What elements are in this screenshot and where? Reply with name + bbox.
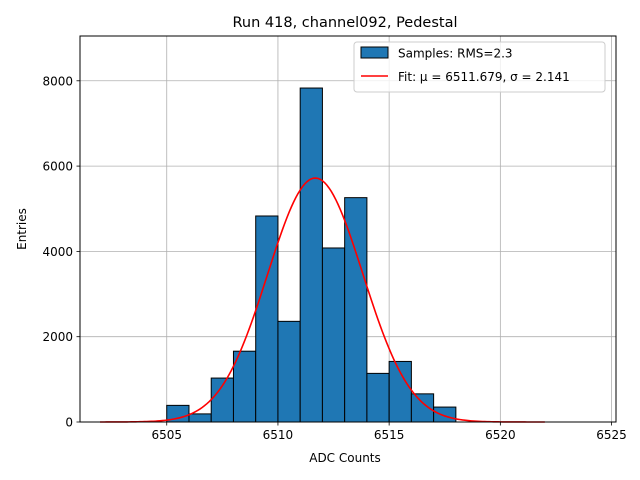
x-tick-label: 6505: [151, 428, 182, 442]
fit-curve: [100, 177, 545, 423]
histogram-bar: [188, 413, 212, 423]
histogram-bar: [232, 350, 257, 423]
histogram-bar: [366, 372, 390, 423]
plot-frame: [79, 35, 617, 423]
fit-curve-layer: [100, 177, 545, 423]
chart-title: Run 418, channel092, Pedestal: [232, 15, 457, 31]
x-axis-label: ADC Counts: [309, 451, 381, 465]
histogram-bars: [166, 87, 457, 423]
histogram-bar: [255, 215, 279, 423]
histogram-bar: [388, 360, 412, 423]
histogram-bar: [299, 87, 323, 423]
legend-samples-swatch: [360, 46, 389, 59]
histogram-bar: [321, 247, 346, 423]
y-tick-label: 4000: [42, 245, 73, 259]
y-tick-label: 6000: [42, 160, 73, 174]
legend-samples-label: Samples: RMS=2.3: [398, 47, 513, 61]
legend: Samples: RMS=2.3 Fit: μ = 6511.679, σ = …: [353, 41, 606, 93]
y-axis-label: Entries: [15, 208, 29, 250]
y-tick-label: 0: [65, 416, 73, 430]
y-tick-label: 8000: [42, 74, 73, 88]
histogram-bar: [277, 320, 301, 423]
x-tick-label: 6515: [374, 428, 405, 442]
x-tick-label: 6525: [596, 428, 627, 442]
legend-box: [353, 41, 606, 93]
histogram-bar: [433, 406, 457, 423]
legend-fit-label: Fit: μ = 6511.679, σ = 2.141: [398, 70, 570, 84]
axis-ticks: 6505 6510 6515 6520 6525 0 2000 4000 6000 8000: [42, 74, 626, 442]
x-tick-label: 6510: [263, 428, 294, 442]
y-tick-label: 2000: [42, 330, 73, 344]
x-tick-label: 6520: [485, 428, 516, 442]
